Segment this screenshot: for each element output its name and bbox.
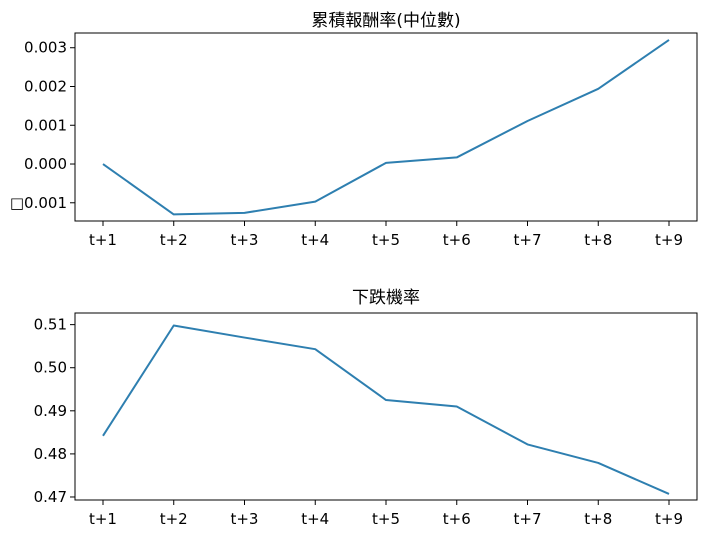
y-tick-label: 0.001 (24, 116, 67, 134)
chart-title: 累積報酬率(中位數) (311, 11, 460, 31)
data-point (527, 120, 529, 122)
data-point (243, 337, 245, 339)
chart-2: 下跌機率 0.47 0.48 0.49 0.50 0.51 t+1 t+2 t+3 t+4 t+5 t… (34, 288, 698, 528)
x-tick-label: t+7 (514, 231, 542, 249)
y-tick-label: 0.002 (24, 77, 67, 95)
data-point (385, 162, 387, 164)
data-point (527, 443, 529, 445)
x-tick-label: t+9 (655, 510, 683, 528)
data-point (243, 212, 245, 214)
data-point (102, 163, 104, 165)
x-tick-label: t+8 (584, 510, 612, 528)
x-tick-label: t+1 (89, 510, 117, 528)
x-tick-label: t+9 (655, 231, 683, 249)
chart-title: 下跌機率 (352, 288, 420, 308)
data-point (314, 348, 316, 350)
y-tick-label: 0.50 (34, 359, 67, 377)
data-point (456, 406, 458, 408)
series-line (102, 324, 670, 495)
y-tick-label: 0.48 (34, 445, 67, 463)
x-tick-label: t+8 (584, 231, 612, 249)
x-tick-label: t+4 (301, 510, 329, 528)
x-tick-label: t+5 (372, 510, 400, 528)
x-tick-label: t+4 (301, 231, 329, 249)
y-tick-label: 0.000 (24, 155, 67, 173)
data-point (173, 213, 175, 215)
x-tick-label: t+2 (160, 231, 188, 249)
data-point (597, 88, 599, 90)
y-tick-label: 0.51 (34, 316, 67, 334)
x-tick-label: t+3 (230, 231, 258, 249)
data-point (173, 324, 175, 326)
y-tick-label: □0.001 (10, 194, 67, 212)
plot-frame (74, 32, 698, 222)
data-point (668, 39, 670, 41)
plot-frame (74, 312, 698, 501)
x-tick-label: t+7 (514, 510, 542, 528)
data-point (597, 462, 599, 464)
x-tick-label: t+6 (443, 510, 471, 528)
x-tick-label: t+2 (160, 510, 188, 528)
x-tick-label: t+1 (89, 231, 117, 249)
data-point (668, 493, 670, 495)
data-point (385, 399, 387, 401)
x-tick-label: t+3 (230, 510, 258, 528)
series-line (102, 39, 670, 216)
y-tick-label: 0.47 (34, 488, 67, 506)
data-point (314, 201, 316, 203)
chart-1: 累積報酬率(中位數) □0.001 0.000 0.001 0.002 0.003 t+1 t… (10, 11, 698, 249)
data-point (102, 435, 104, 437)
y-tick-label: 0.003 (24, 39, 67, 57)
data-point (456, 156, 458, 158)
y-tick-label: 0.49 (34, 402, 67, 420)
x-tick-label: t+5 (372, 231, 400, 249)
x-tick-label: t+6 (443, 231, 471, 249)
